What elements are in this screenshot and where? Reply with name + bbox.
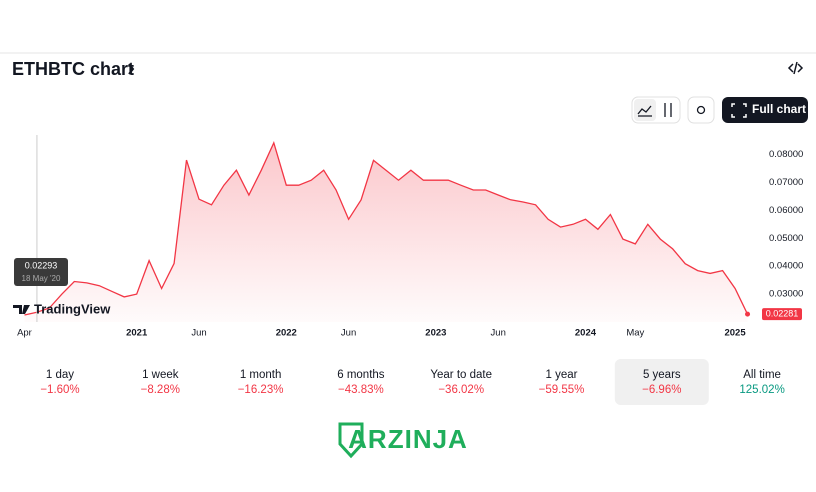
period-change: −6.96%: [642, 384, 681, 396]
chevron: [128, 63, 135, 75]
area-style-button[interactable]: [634, 99, 656, 121]
last-point: [745, 311, 751, 317]
period-label[interactable]: 6 months: [337, 369, 385, 381]
period-label[interactable]: All time: [743, 369, 781, 381]
period-label[interactable]: Year to date: [430, 369, 492, 381]
y-tick-label: 0.06000: [769, 205, 803, 216]
selected-period: [614, 359, 709, 405]
period-label[interactable]: 5 years: [643, 369, 681, 381]
tooltip-date: 18 May '20: [22, 274, 61, 283]
y-tick-label: 0.04000: [769, 261, 803, 272]
period-label[interactable]: 1 day: [46, 369, 74, 381]
price-line: [24, 140, 749, 316]
full-chart-label[interactable]: Full chart: [752, 102, 806, 116]
x-tick-label: Jun: [341, 328, 356, 339]
last-price-badge: [762, 308, 802, 321]
x-tick-label: 2025: [724, 328, 746, 339]
y-tick-label: 0.08000: [769, 149, 803, 160]
period-change: −59.55%: [539, 384, 585, 396]
brand: TradingView: [34, 301, 111, 316]
period-label[interactable]: 1 week: [142, 369, 179, 381]
x-tick-label: May: [626, 328, 644, 339]
area-icon: [637, 105, 652, 117]
x-tick-label: Jun: [491, 328, 506, 339]
period-change: −36.02%: [438, 384, 484, 396]
brand-logo: [13, 305, 30, 314]
period-change: −1.60%: [40, 384, 79, 396]
x-tick-label: 2023: [425, 328, 446, 339]
watermark: ARZINJA: [348, 424, 468, 454]
period-label[interactable]: 1 month: [240, 369, 282, 381]
embed-icon[interactable]: [787, 61, 804, 75]
area: [24, 142, 748, 322]
x-tick-label: 2024: [575, 328, 597, 339]
x-tick-label: 2021: [126, 328, 148, 339]
watermark-icon: [338, 422, 364, 459]
period-change: −16.23%: [238, 384, 284, 396]
tooltip: [14, 258, 68, 286]
title[interactable]: ETHBTC chart: [12, 59, 134, 79]
x-tick-label: Apr: [17, 328, 32, 339]
fullscreen-icon: [731, 103, 747, 118]
snapshot-button[interactable]: [687, 96, 715, 124]
period-change: 125.02%: [739, 384, 784, 396]
period-label[interactable]: 1 year: [546, 369, 578, 381]
x-tick-label: 2022: [276, 328, 297, 339]
camera-icon: [696, 105, 706, 115]
period-change: −43.83%: [338, 384, 384, 396]
tooltip-value: 0.02293: [25, 260, 58, 270]
y-tick-label: 0.05000: [769, 233, 803, 244]
y-tick-label: 0.03000: [769, 289, 803, 300]
period-change: −8.28%: [141, 384, 180, 396]
candle-style-button[interactable]: [664, 103, 672, 117]
y-tick-label: 0.07000: [769, 177, 803, 188]
last-price-label: 0.02281: [766, 309, 799, 319]
x-tick-label: Jun: [191, 328, 206, 339]
